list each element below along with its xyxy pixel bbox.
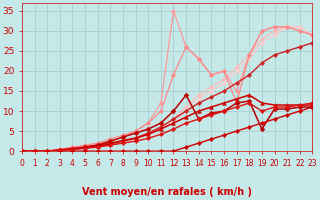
X-axis label: Vent moyen/en rafales ( km/h ): Vent moyen/en rafales ( km/h ) xyxy=(82,187,252,197)
